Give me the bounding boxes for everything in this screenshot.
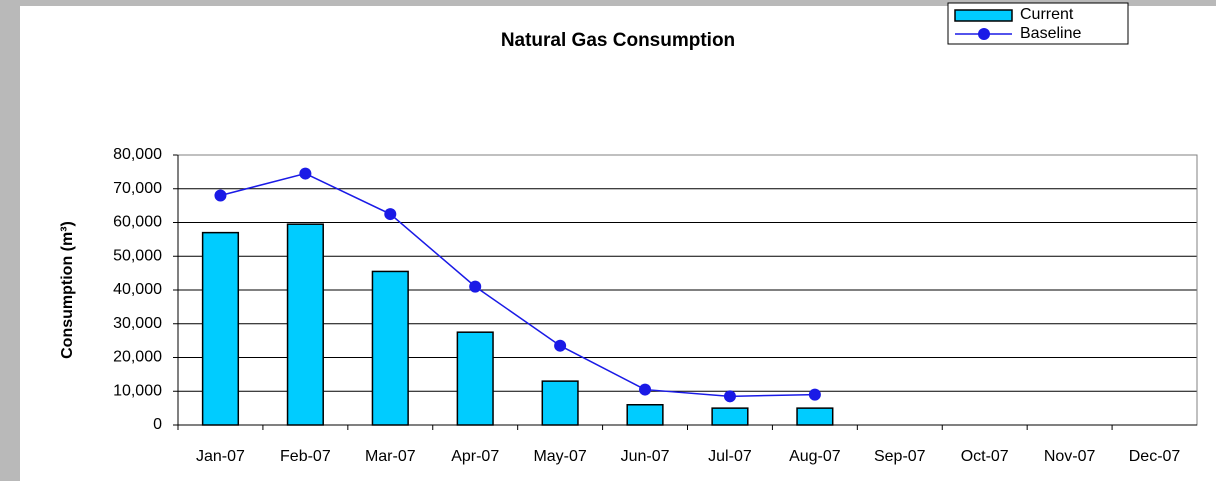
bar [711,407,749,426]
bar [201,231,240,426]
line-marker [723,390,736,403]
background-strip [0,0,20,481]
legend-label: Baseline [1020,25,1081,42]
y-tick-label: 60,000 [113,214,162,231]
x-tick-label: Feb-07 [280,448,331,465]
x-tick-label: May-07 [533,448,586,465]
chart-area [20,6,1216,481]
y-tick-label: 0 [153,416,162,433]
line-marker [554,339,567,352]
y-tick-label: 30,000 [113,315,162,332]
bar [541,380,579,426]
y-tick-label: 10,000 [113,382,162,399]
line [220,172,815,398]
x-tick-label: Jul-07 [708,448,752,465]
line-marker [469,280,482,293]
legend-swatch [978,28,990,40]
line-marker [214,189,227,202]
legend-swatch [954,9,1013,22]
bar [371,270,409,426]
x-tick-label: Dec-07 [1129,448,1181,465]
x-tick-label: Aug-07 [789,448,841,465]
x-tick-label: Mar-07 [365,448,416,465]
x-tick-label: Jun-07 [621,448,670,465]
y-axis-label: Consumption (m³) [59,221,76,359]
bar [456,331,494,426]
x-tick-label: Sep-07 [874,448,926,465]
y-tick-label: 40,000 [113,281,162,298]
line-marker [299,167,312,180]
x-tick-label: Jan-07 [196,448,245,465]
x-tick-label: Apr-07 [451,448,499,465]
legend-label: Current [1020,6,1074,23]
chart-title: Natural Gas Consumption [501,30,735,51]
bar [286,223,324,426]
line-marker [384,208,397,221]
background-strip [0,0,1216,6]
line-marker [639,383,652,396]
line-marker [808,388,821,401]
y-tick-label: 70,000 [113,180,162,197]
y-tick-label: 20,000 [113,349,162,366]
x-tick-label: Oct-07 [961,448,1009,465]
bar [796,407,834,426]
bar [626,404,664,426]
y-tick-label: 50,000 [113,247,162,264]
x-tick-label: Nov-07 [1044,448,1096,465]
y-tick-label: 80,000 [113,146,162,163]
